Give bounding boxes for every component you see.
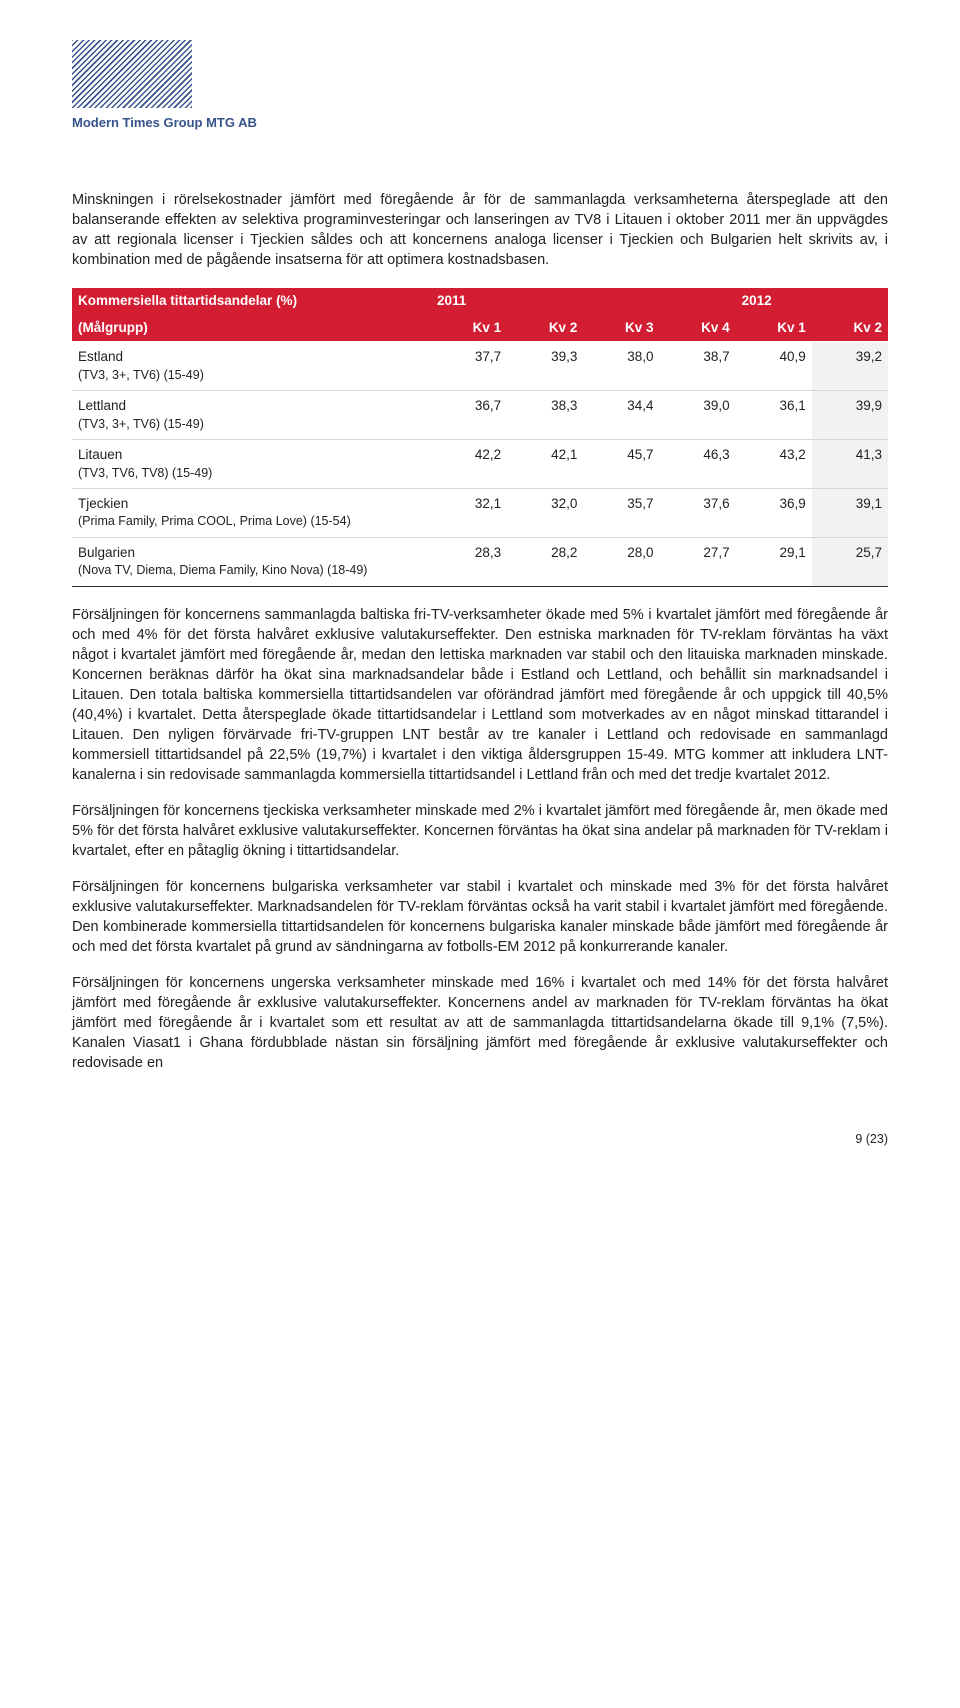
table-row-sub: (TV3, 3+, TV6) (15-49) [72, 367, 888, 391]
row-value: 43,2 [736, 439, 812, 464]
header-hatch-pattern [72, 40, 192, 108]
row-value: 34,4 [583, 391, 659, 416]
row-value: 40,9 [736, 342, 812, 367]
th-kv3: Kv 3 [583, 315, 659, 342]
row-value: 39,9 [812, 391, 888, 416]
row-target-group: (Prima Family, Prima COOL, Prima Love) (… [72, 513, 431, 537]
row-value: 39,3 [507, 342, 583, 367]
th-title: Kommersiella tittartidsandelar (%) [72, 288, 431, 315]
intro-paragraph: Minskningen i rörelsekostnader jämfört m… [72, 190, 888, 270]
row-country: Bulgarien [72, 537, 431, 562]
table-row-sub: (TV3, 3+, TV6) (15-49) [72, 416, 888, 440]
row-value: 39,1 [812, 488, 888, 513]
table-row: Litauen42,242,145,746,343,241,3 [72, 439, 888, 464]
paragraph-czech: Försäljningen för koncernens tjeckiska v… [72, 801, 888, 861]
row-value: 29,1 [736, 537, 812, 562]
row-value: 37,6 [660, 488, 736, 513]
row-value: 35,7 [583, 488, 659, 513]
th-kv2: Kv 2 [507, 315, 583, 342]
row-value: 39,0 [660, 391, 736, 416]
paragraph-bulgaria: Försäljningen för koncernens bulgariska … [72, 877, 888, 957]
row-value: 42,1 [507, 439, 583, 464]
row-value: 42,2 [431, 439, 507, 464]
th-kv2b: Kv 2 [812, 315, 888, 342]
row-value: 41,3 [812, 439, 888, 464]
row-value: 28,3 [431, 537, 507, 562]
paragraph-baltic: Försäljningen för koncernens sammanlagda… [72, 605, 888, 785]
row-value: 36,1 [736, 391, 812, 416]
row-value: 38,3 [507, 391, 583, 416]
th-kv1: Kv 1 [431, 315, 507, 342]
th-kv1b: Kv 1 [736, 315, 812, 342]
row-value: 45,7 [583, 439, 659, 464]
row-value: 38,0 [583, 342, 659, 367]
row-value: 36,9 [736, 488, 812, 513]
table-row: Lettland36,738,334,439,036,139,9 [72, 391, 888, 416]
table-row-sub: (Nova TV, Diema, Diema Family, Kino Nova… [72, 562, 888, 586]
table-row-sub: (TV3, TV6, TV8) (15-49) [72, 465, 888, 489]
row-value: 37,7 [431, 342, 507, 367]
table-row: Estland37,739,338,038,740,939,2 [72, 342, 888, 367]
row-value: 32,1 [431, 488, 507, 513]
row-value: 32,0 [507, 488, 583, 513]
row-value: 28,2 [507, 537, 583, 562]
row-target-group: (TV3, 3+, TV6) (15-49) [72, 416, 431, 440]
row-target-group: (Nova TV, Diema, Diema Family, Kino Nova… [72, 562, 431, 586]
row-country: Litauen [72, 439, 431, 464]
row-value: 25,7 [812, 537, 888, 562]
table-row: Tjeckien32,132,035,737,636,939,1 [72, 488, 888, 513]
th-year-2011: 2011 [431, 288, 736, 315]
row-value: 46,3 [660, 439, 736, 464]
row-value: 38,7 [660, 342, 736, 367]
row-value: 39,2 [812, 342, 888, 367]
th-subtitle: (Målgrupp) [72, 315, 431, 342]
page-footer: 9 (23) [72, 1131, 888, 1148]
row-country: Estland [72, 342, 431, 367]
row-value: 28,0 [583, 537, 659, 562]
row-country: Tjeckien [72, 488, 431, 513]
paragraph-hungary: Försäljningen för koncernens ungerska ve… [72, 973, 888, 1073]
row-value: 36,7 [431, 391, 507, 416]
company-name: Modern Times Group MTG AB [72, 114, 888, 132]
table-row: Bulgarien28,328,228,027,729,125,7 [72, 537, 888, 562]
th-kv4: Kv 4 [660, 315, 736, 342]
row-target-group: (TV3, 3+, TV6) (15-49) [72, 367, 431, 391]
viewing-share-table: Kommersiella tittartidsandelar (%) 2011 … [72, 288, 888, 587]
row-target-group: (TV3, TV6, TV8) (15-49) [72, 465, 431, 489]
table-row-sub: (Prima Family, Prima COOL, Prima Love) (… [72, 513, 888, 537]
th-year-2012: 2012 [736, 288, 888, 315]
row-value: 27,7 [660, 537, 736, 562]
row-country: Lettland [72, 391, 431, 416]
